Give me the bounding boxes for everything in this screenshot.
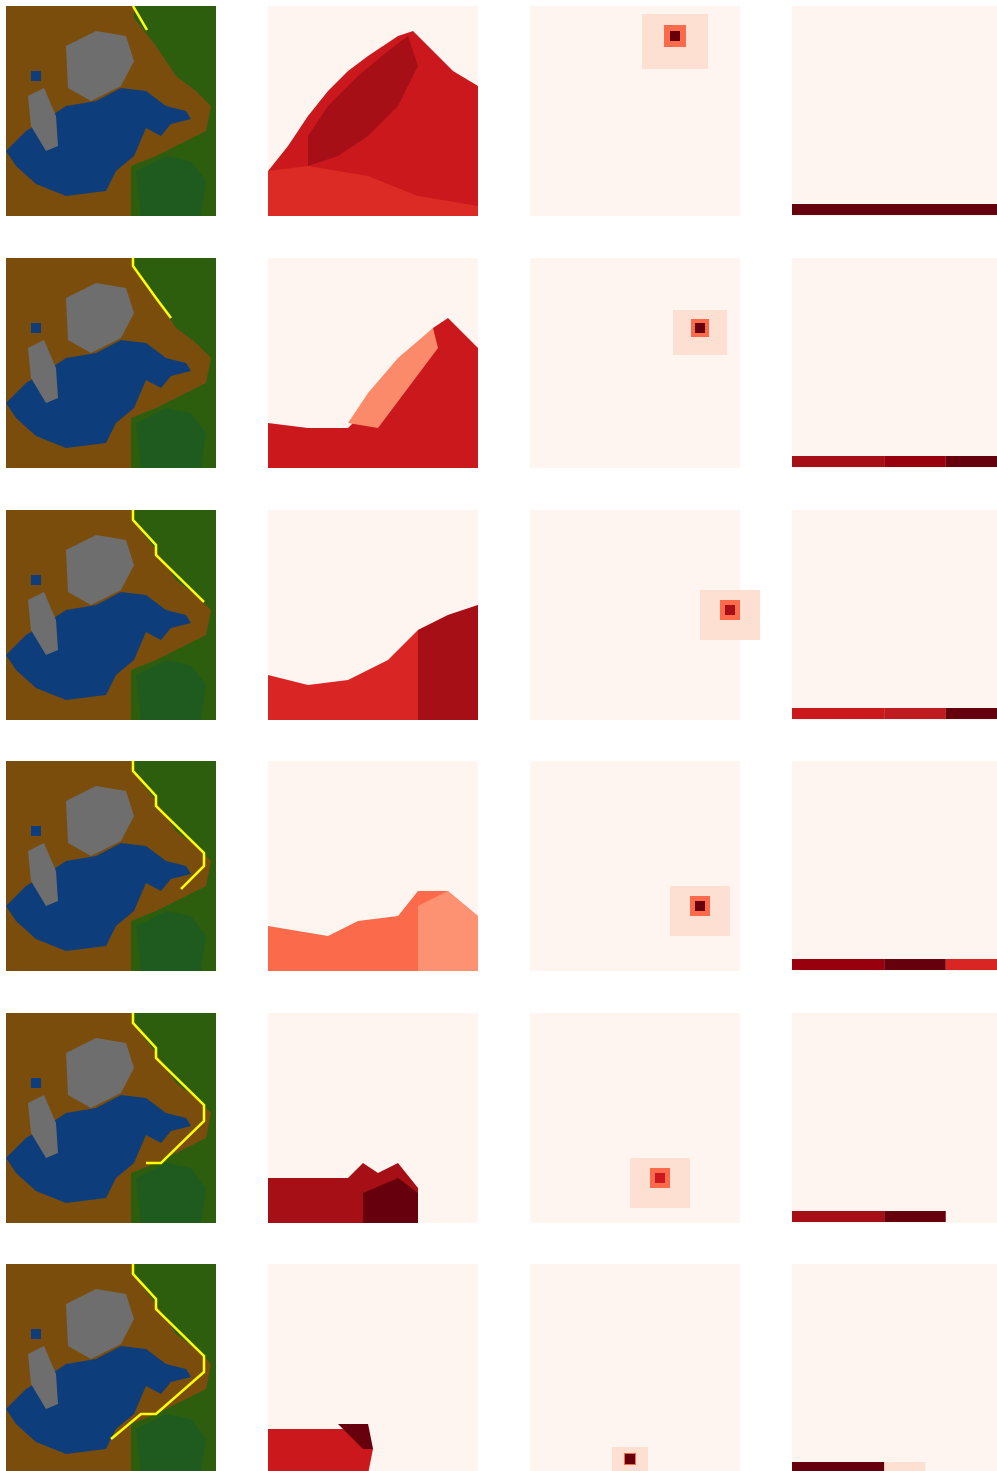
attention-peak [670,31,680,41]
action-panel [792,258,997,468]
action-background [792,258,997,468]
heatmap-region [418,891,478,971]
map-panel [6,5,216,216]
map-image [6,1264,216,1471]
action-background [792,761,997,971]
agent-path [131,1013,206,1165]
agent-path [110,1264,206,1440]
heatmap-region [268,166,478,216]
map-image [6,6,216,216]
attention-panel [530,761,740,971]
action-segment [884,708,946,719]
action-segment [945,708,997,719]
action-segment [884,1462,926,1471]
action-background [792,1013,997,1223]
map-image [6,258,216,468]
attention-panel [530,6,740,216]
action-background [792,510,997,720]
attention-peak [695,901,705,911]
heatmap-region [363,1178,418,1223]
attention-peak [655,1173,665,1183]
agent-path [131,258,172,319]
action-segment [945,456,997,467]
agent-path [131,510,205,603]
agent-path [131,5,149,31]
attention-panel [530,510,760,720]
action-segment [792,1462,885,1471]
map-image [6,761,216,971]
heatmap-region [418,605,478,720]
map-panel [6,258,216,468]
attention-background [530,761,740,971]
heatmap-region [308,36,418,166]
heatmap-region [338,1424,373,1449]
map-image [6,1013,216,1223]
heatmap-panel [268,761,478,971]
attention-panel [530,258,740,468]
heatmap-panel [268,1264,478,1471]
map-image [6,510,216,720]
action-panel [792,761,997,971]
action-segment [945,959,997,970]
attention-background [530,6,740,216]
heatmap-panel [268,258,478,468]
action-segment [792,204,997,215]
attention-panel [530,1264,740,1471]
attention-peak [725,605,735,615]
map-panel [6,761,216,971]
map-panel [6,1264,216,1471]
attention-peak [625,1454,635,1464]
action-panel [792,1013,997,1223]
heatmap-panel [268,1013,478,1223]
action-background [792,6,997,216]
action-segment [884,959,946,970]
agent-path [131,761,206,890]
attention-background [530,258,740,468]
map-panel [6,1013,216,1223]
attention-peak [695,323,705,333]
action-segment [884,456,946,467]
attention-background [530,1264,740,1471]
action-segment [792,1211,885,1222]
action-background [792,1264,997,1471]
heatmap-panel [268,6,478,216]
action-panel [792,1264,997,1471]
action-segment [884,1211,946,1222]
action-panel [792,6,997,216]
action-segment [792,959,885,970]
action-panel [792,510,997,720]
heatmap-region [268,1424,373,1471]
action-segment [792,456,885,467]
heatmap-region [348,328,438,428]
heatmap-panel [268,510,478,720]
attention-panel [530,1013,740,1223]
map-panel [6,510,216,720]
action-segment [792,708,885,719]
